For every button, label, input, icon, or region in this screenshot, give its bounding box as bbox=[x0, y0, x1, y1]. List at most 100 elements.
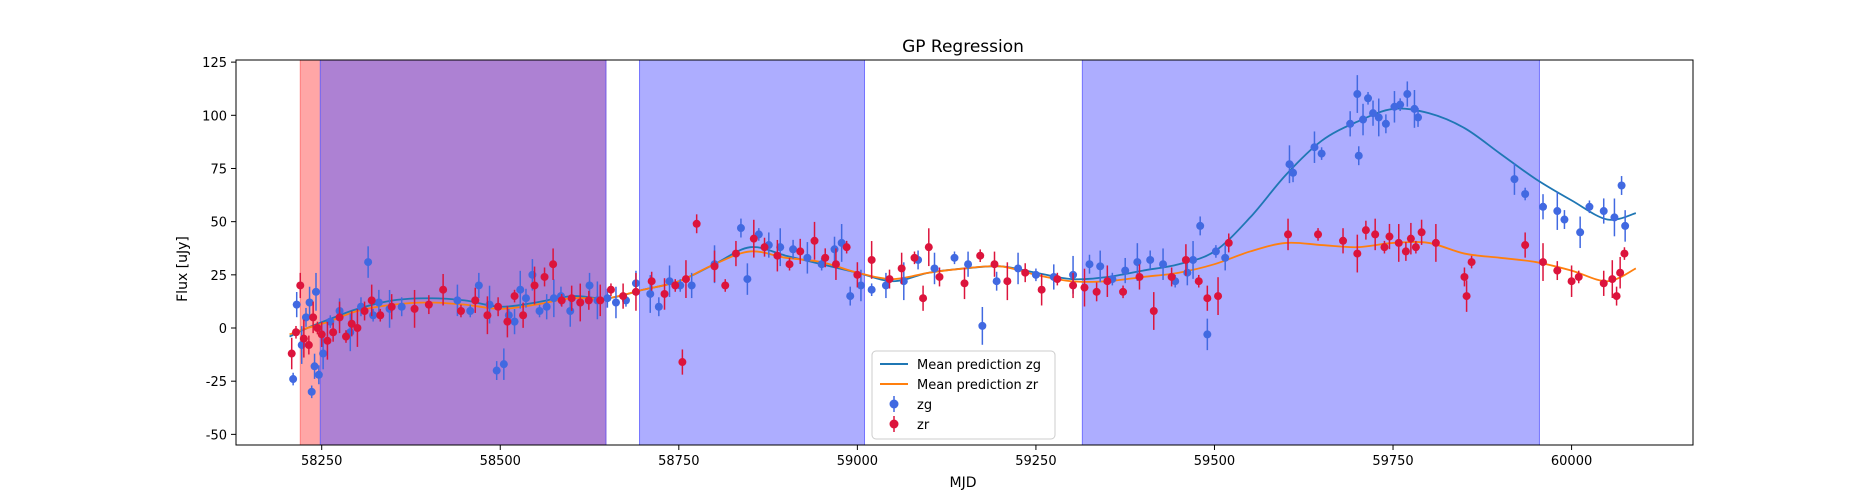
zr-point bbox=[410, 289, 419, 328]
zr-marker bbox=[1314, 230, 1323, 239]
zr-marker bbox=[576, 298, 585, 307]
shaded-region bbox=[639, 59, 866, 446]
zr-point bbox=[1599, 270, 1608, 296]
zr-point bbox=[1353, 234, 1362, 273]
zr-point bbox=[1021, 263, 1030, 283]
zr-point bbox=[731, 240, 740, 267]
zr-point bbox=[710, 250, 719, 283]
zr-marker bbox=[1149, 306, 1158, 315]
zg-marker bbox=[950, 253, 959, 262]
zr-point bbox=[671, 279, 680, 292]
zr-marker bbox=[1411, 243, 1420, 252]
zr-marker bbox=[976, 251, 985, 260]
legend-marker-swatch bbox=[889, 399, 899, 409]
zr-marker bbox=[540, 272, 549, 281]
zr-marker bbox=[596, 296, 605, 305]
zg-marker bbox=[1403, 90, 1412, 99]
zr-point bbox=[304, 335, 313, 355]
zg-marker bbox=[654, 302, 663, 311]
zg-point bbox=[964, 251, 973, 277]
zr-marker bbox=[1053, 275, 1062, 284]
zr-point bbox=[821, 248, 830, 268]
zg-marker bbox=[374, 298, 383, 307]
x-tick-label: 60000 bbox=[1551, 454, 1592, 469]
y-axis-label: Flux [uJy] bbox=[175, 236, 191, 302]
legend-label: zg bbox=[917, 398, 932, 413]
zg-point bbox=[1410, 90, 1419, 128]
zr-marker bbox=[1608, 275, 1617, 284]
zg-marker bbox=[1211, 247, 1220, 256]
zr-marker bbox=[1339, 236, 1348, 245]
zg-marker bbox=[549, 294, 558, 303]
zg-point bbox=[1621, 210, 1630, 242]
zr-point bbox=[584, 290, 593, 310]
zr-marker bbox=[1401, 247, 1410, 256]
zr-marker bbox=[1181, 255, 1190, 264]
zg-marker bbox=[1576, 228, 1585, 237]
zg-point bbox=[1346, 111, 1355, 137]
zg-point bbox=[326, 315, 335, 328]
shaded-region bbox=[319, 59, 607, 446]
zr-marker bbox=[296, 281, 305, 290]
zg-point bbox=[1553, 192, 1562, 230]
zg-marker bbox=[736, 224, 745, 233]
zg-marker bbox=[687, 281, 696, 290]
zg-point bbox=[1014, 252, 1023, 285]
legend-entry: zg bbox=[889, 396, 932, 413]
zr-marker bbox=[821, 253, 830, 262]
zr-marker bbox=[304, 341, 313, 350]
zr-point bbox=[773, 239, 782, 272]
zr-marker bbox=[1361, 226, 1370, 235]
zg-point bbox=[1121, 257, 1130, 284]
zg-marker bbox=[305, 298, 314, 307]
zg-marker bbox=[466, 306, 475, 315]
zg-point bbox=[1369, 100, 1378, 126]
zg-marker bbox=[1560, 215, 1569, 224]
zr-point bbox=[519, 302, 528, 328]
zr-point bbox=[910, 251, 919, 265]
zr-point bbox=[530, 266, 539, 305]
zr-marker bbox=[1394, 238, 1403, 247]
zg-marker bbox=[311, 287, 320, 296]
zr-point bbox=[341, 330, 350, 343]
zg-point bbox=[654, 297, 663, 317]
zr-point bbox=[1567, 265, 1576, 297]
zr-point bbox=[1612, 286, 1621, 306]
zg-marker bbox=[1031, 270, 1040, 279]
zr-marker bbox=[842, 243, 851, 252]
zg-point bbox=[521, 288, 530, 308]
zr-marker bbox=[1069, 281, 1078, 290]
zr-marker bbox=[678, 358, 687, 367]
data-points bbox=[287, 75, 1630, 399]
zr-marker bbox=[1167, 272, 1176, 281]
zr-marker bbox=[1135, 272, 1144, 281]
x-tick-label: 59000 bbox=[837, 454, 878, 469]
zg-marker bbox=[1096, 262, 1105, 271]
zg-point bbox=[535, 304, 544, 318]
zr-point bbox=[329, 322, 338, 342]
zg-marker bbox=[566, 306, 575, 315]
zr-marker bbox=[831, 260, 840, 269]
zg-marker bbox=[289, 375, 298, 384]
zr-marker bbox=[367, 296, 376, 305]
zg-marker bbox=[1146, 255, 1155, 264]
zr-marker bbox=[1612, 292, 1621, 301]
zr-marker bbox=[885, 275, 894, 284]
zr-point bbox=[360, 301, 369, 321]
zg-point bbox=[1617, 176, 1626, 195]
zr-point bbox=[387, 294, 396, 320]
y-tick-label: 50 bbox=[210, 216, 227, 231]
zg-point bbox=[1396, 98, 1405, 111]
zg-point bbox=[301, 307, 310, 327]
zg-marker bbox=[1353, 90, 1362, 99]
zg-marker bbox=[319, 349, 328, 358]
zr-marker bbox=[1385, 232, 1394, 241]
zg-point bbox=[314, 365, 323, 385]
zr-point bbox=[721, 279, 730, 292]
y-tick-label: 125 bbox=[202, 56, 227, 71]
zr-point bbox=[291, 325, 300, 339]
zr-point bbox=[510, 289, 519, 303]
zr-point bbox=[471, 287, 480, 313]
zg-marker bbox=[1617, 181, 1626, 190]
zg-marker bbox=[978, 321, 987, 330]
